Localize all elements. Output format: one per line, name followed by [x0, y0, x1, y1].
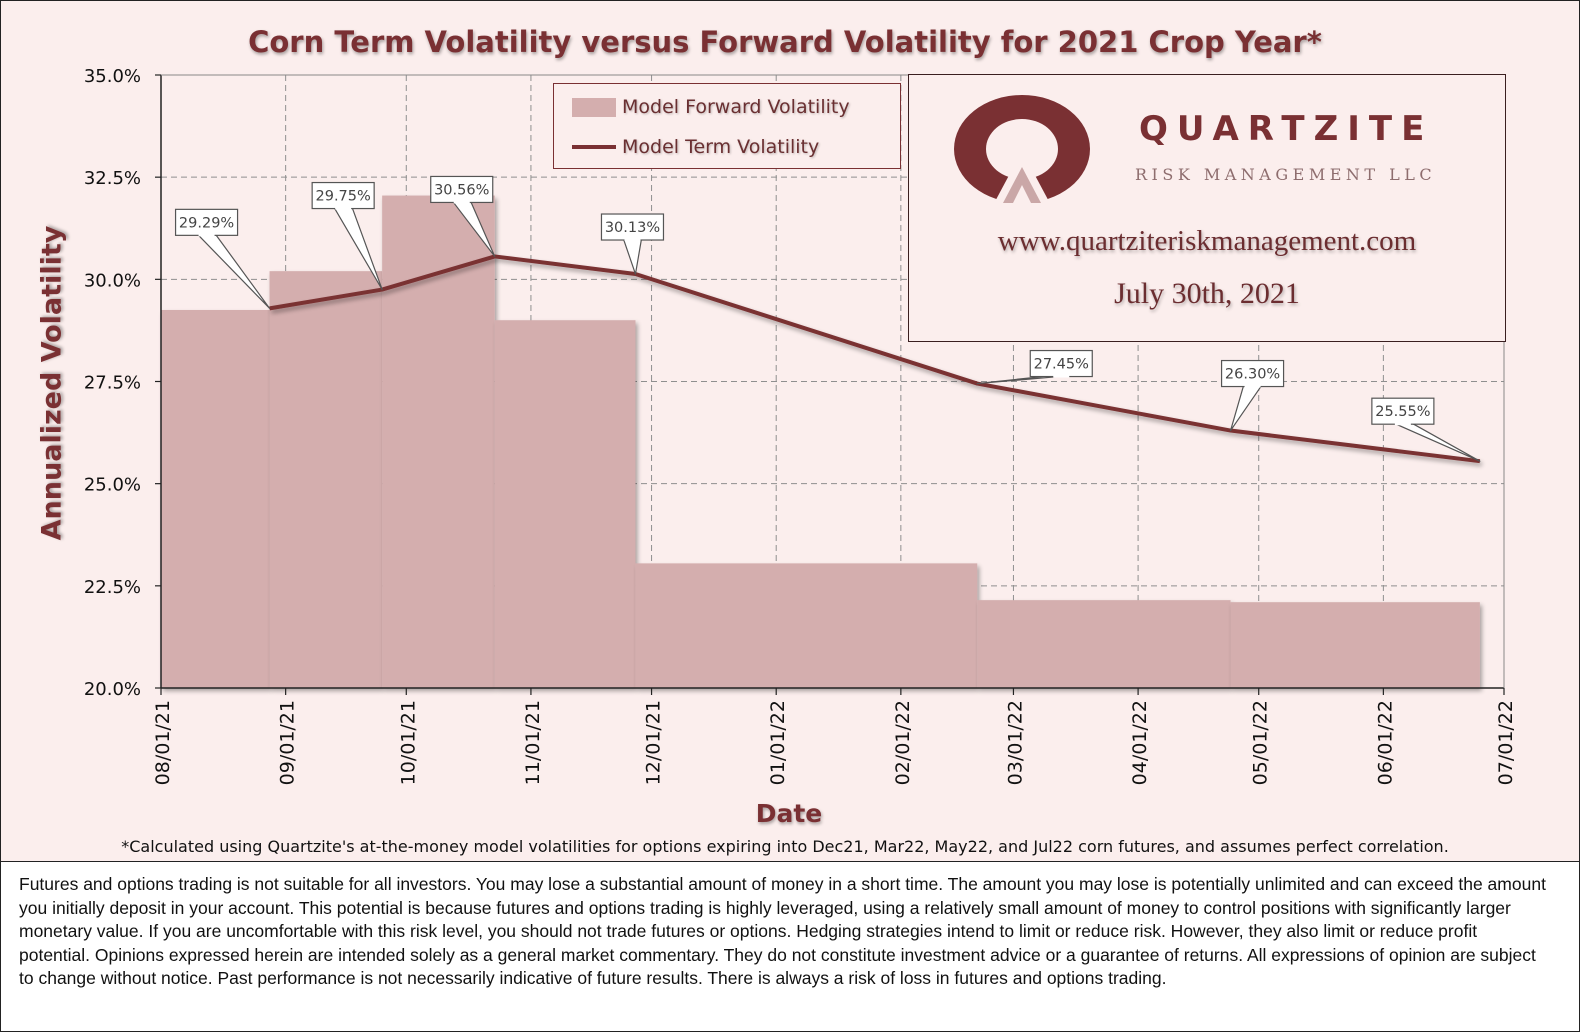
legend: Model Forward Volatility Model Term Vola… [553, 83, 901, 169]
quartzite-q-logo-icon [954, 95, 1090, 209]
term-vol-data-label: 27.45% [1034, 357, 1089, 373]
forward-vol-bar-2 [269, 271, 383, 688]
forward-vol-bar-1 [161, 309, 270, 688]
x-tick-label: 01/01/22 [767, 700, 789, 785]
term-vol-data-label: 29.29% [179, 215, 234, 231]
y-tick-label: 30.0% [84, 270, 141, 291]
chart-title: Corn Term Volatility versus Forward Vola… [248, 25, 1322, 59]
x-tick-label: 02/01/22 [892, 700, 914, 785]
legend-label-forward: Model Forward Volatility [622, 96, 850, 118]
x-axis-label: Date [755, 799, 823, 828]
forward-vol-bar-4 [494, 320, 636, 688]
callout-box [311, 181, 375, 210]
forward-vol-bar-5 [635, 563, 978, 688]
term-vol-data-label: 26.30% [1225, 367, 1280, 383]
legend-swatch-line [572, 145, 616, 149]
y-tick-label: 35.0% [84, 66, 141, 87]
y-tick-label: 27.5% [84, 373, 141, 394]
x-tick-label: 06/01/22 [1374, 700, 1396, 785]
forward-vol-bar-7 [1230, 602, 1480, 688]
x-tick-label: 11/01/21 [522, 700, 544, 785]
legend-swatch-bar [572, 97, 616, 117]
callout-box [1220, 359, 1285, 388]
callout-box [430, 175, 494, 204]
y-tick-label: 22.5% [84, 577, 141, 598]
report-date: July 30th, 2021 [1114, 277, 1300, 310]
x-tick-label: 07/01/22 [1495, 700, 1517, 785]
x-tick-label: 09/01/21 [277, 700, 299, 785]
divider [1, 861, 1579, 862]
company-subtitle: RISK MANAGEMENT LLC [1135, 165, 1437, 184]
company-website: www.quartziteriskmanagement.com [997, 225, 1417, 257]
disclaimer-text: Futures and options trading is not suita… [19, 874, 1546, 988]
y-axis-label: Annualized Volatility [36, 225, 68, 541]
footnote: *Calculated using Quartzite's at-the-mon… [121, 837, 1449, 856]
y-tick-label: 25.0% [84, 475, 141, 496]
x-tick-label: 10/01/21 [397, 700, 419, 785]
term-vol-data-label: 29.75% [316, 189, 371, 205]
x-tick-label: 08/01/21 [152, 700, 174, 785]
y-tick-label: 20.0% [84, 679, 141, 700]
x-tick-label: 04/01/22 [1129, 700, 1151, 785]
forward-vol-bar-3 [382, 195, 495, 688]
x-tick-label: 03/01/22 [1004, 700, 1026, 785]
chart-area: 20.0% 22.5% 25.0% 27.5% 30.0% 32.5% 35.0% 08/01… [1, 1, 1579, 861]
x-tick-label: 12/01/21 [643, 700, 665, 785]
legend-item-forward: Model Forward Volatility [572, 92, 850, 122]
y-tick-label: 32.5% [84, 168, 141, 189]
legend-item-term: Model Term Volatility [572, 132, 819, 162]
term-vol-data-label: 30.13% [605, 220, 660, 236]
term-vol-data-label: 30.56% [434, 182, 489, 198]
legend-label-term: Model Term Volatility [622, 136, 820, 158]
x-tick-label: 05/01/22 [1250, 700, 1272, 785]
callout-box [1371, 397, 1435, 425]
company-name: QUARTZITE [1139, 109, 1434, 149]
callout-box [174, 208, 239, 236]
forward-vol-bar-6 [977, 600, 1231, 688]
branding-box: QUARTZITE RISK MANAGEMENT LLC www.quartz… [908, 74, 1506, 342]
term-vol-data-label: 25.55% [1375, 404, 1430, 420]
